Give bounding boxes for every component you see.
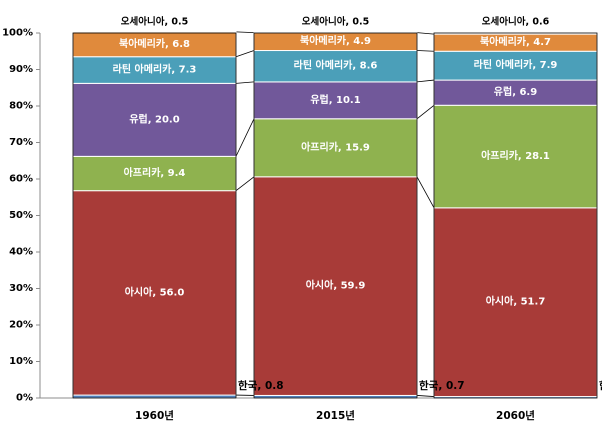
series-connector-line	[236, 32, 254, 33]
data-label: 오세아니아, 0.5	[302, 16, 369, 28]
data-label: 북아메리카, 4.9	[300, 34, 371, 47]
data-label: 라틴 아메리카, 7.9	[474, 58, 558, 71]
data-label: 오세아니아, 0.6	[482, 16, 550, 28]
data-label: 북아메리카, 6.8	[119, 37, 190, 50]
x-tick-label: 2015년	[316, 409, 355, 422]
data-label: 한국, 0.7	[419, 379, 465, 392]
series-connector-line	[417, 177, 434, 208]
data-label: 아프리카, 15.9	[301, 140, 370, 153]
y-tick-label: 70%	[9, 137, 33, 148]
bar-segment	[254, 31, 417, 33]
data-label: 유럽, 6.9	[494, 85, 537, 98]
data-label: 라틴 아메리카, 8.6	[294, 59, 378, 72]
series-connector-line	[236, 51, 254, 57]
bar-segment	[73, 30, 236, 32]
series-connector-line	[236, 119, 254, 157]
series-connector-line	[417, 51, 434, 52]
y-tick-label: 0%	[16, 393, 33, 404]
y-tick-label: 20%	[9, 320, 33, 331]
series-connector-line	[417, 33, 434, 34]
y-tick-label: 10%	[9, 356, 33, 367]
y-tick-label: 30%	[9, 283, 33, 294]
y-tick-label: 50%	[9, 210, 33, 221]
data-label: 오세아니아, 0.5	[121, 16, 188, 28]
data-label: 한국, 0.8	[238, 379, 284, 392]
series-connector-line	[417, 80, 434, 82]
data-label: 아시아, 56.0	[125, 285, 185, 298]
y-tick-label: 40%	[9, 247, 33, 258]
data-label: 아시아, 59.9	[306, 279, 366, 292]
x-tick-label: 1960년	[135, 409, 174, 422]
series-connector-line	[417, 395, 434, 396]
data-label: 유럽, 20.0	[129, 112, 179, 125]
x-tick-label: 2060년	[496, 409, 535, 422]
data-label: 아프리카, 9.4	[124, 166, 186, 179]
data-label: 아프리카, 28.1	[481, 149, 550, 162]
series-connector-line	[417, 105, 434, 119]
data-label: 아시아, 51.7	[486, 295, 546, 308]
data-label: 유럽, 10.1	[310, 93, 360, 106]
series-connector-line	[236, 82, 254, 83]
y-tick-label: 90%	[9, 64, 33, 75]
y-tick-label: 80%	[9, 101, 33, 112]
data-label: 라틴 아메리카, 7.3	[113, 63, 197, 76]
data-label: 북아메리카, 4.7	[480, 35, 551, 48]
y-tick-label: 60%	[9, 174, 33, 185]
y-tick-label: 100%	[2, 28, 33, 39]
series-connector-line	[236, 177, 254, 191]
